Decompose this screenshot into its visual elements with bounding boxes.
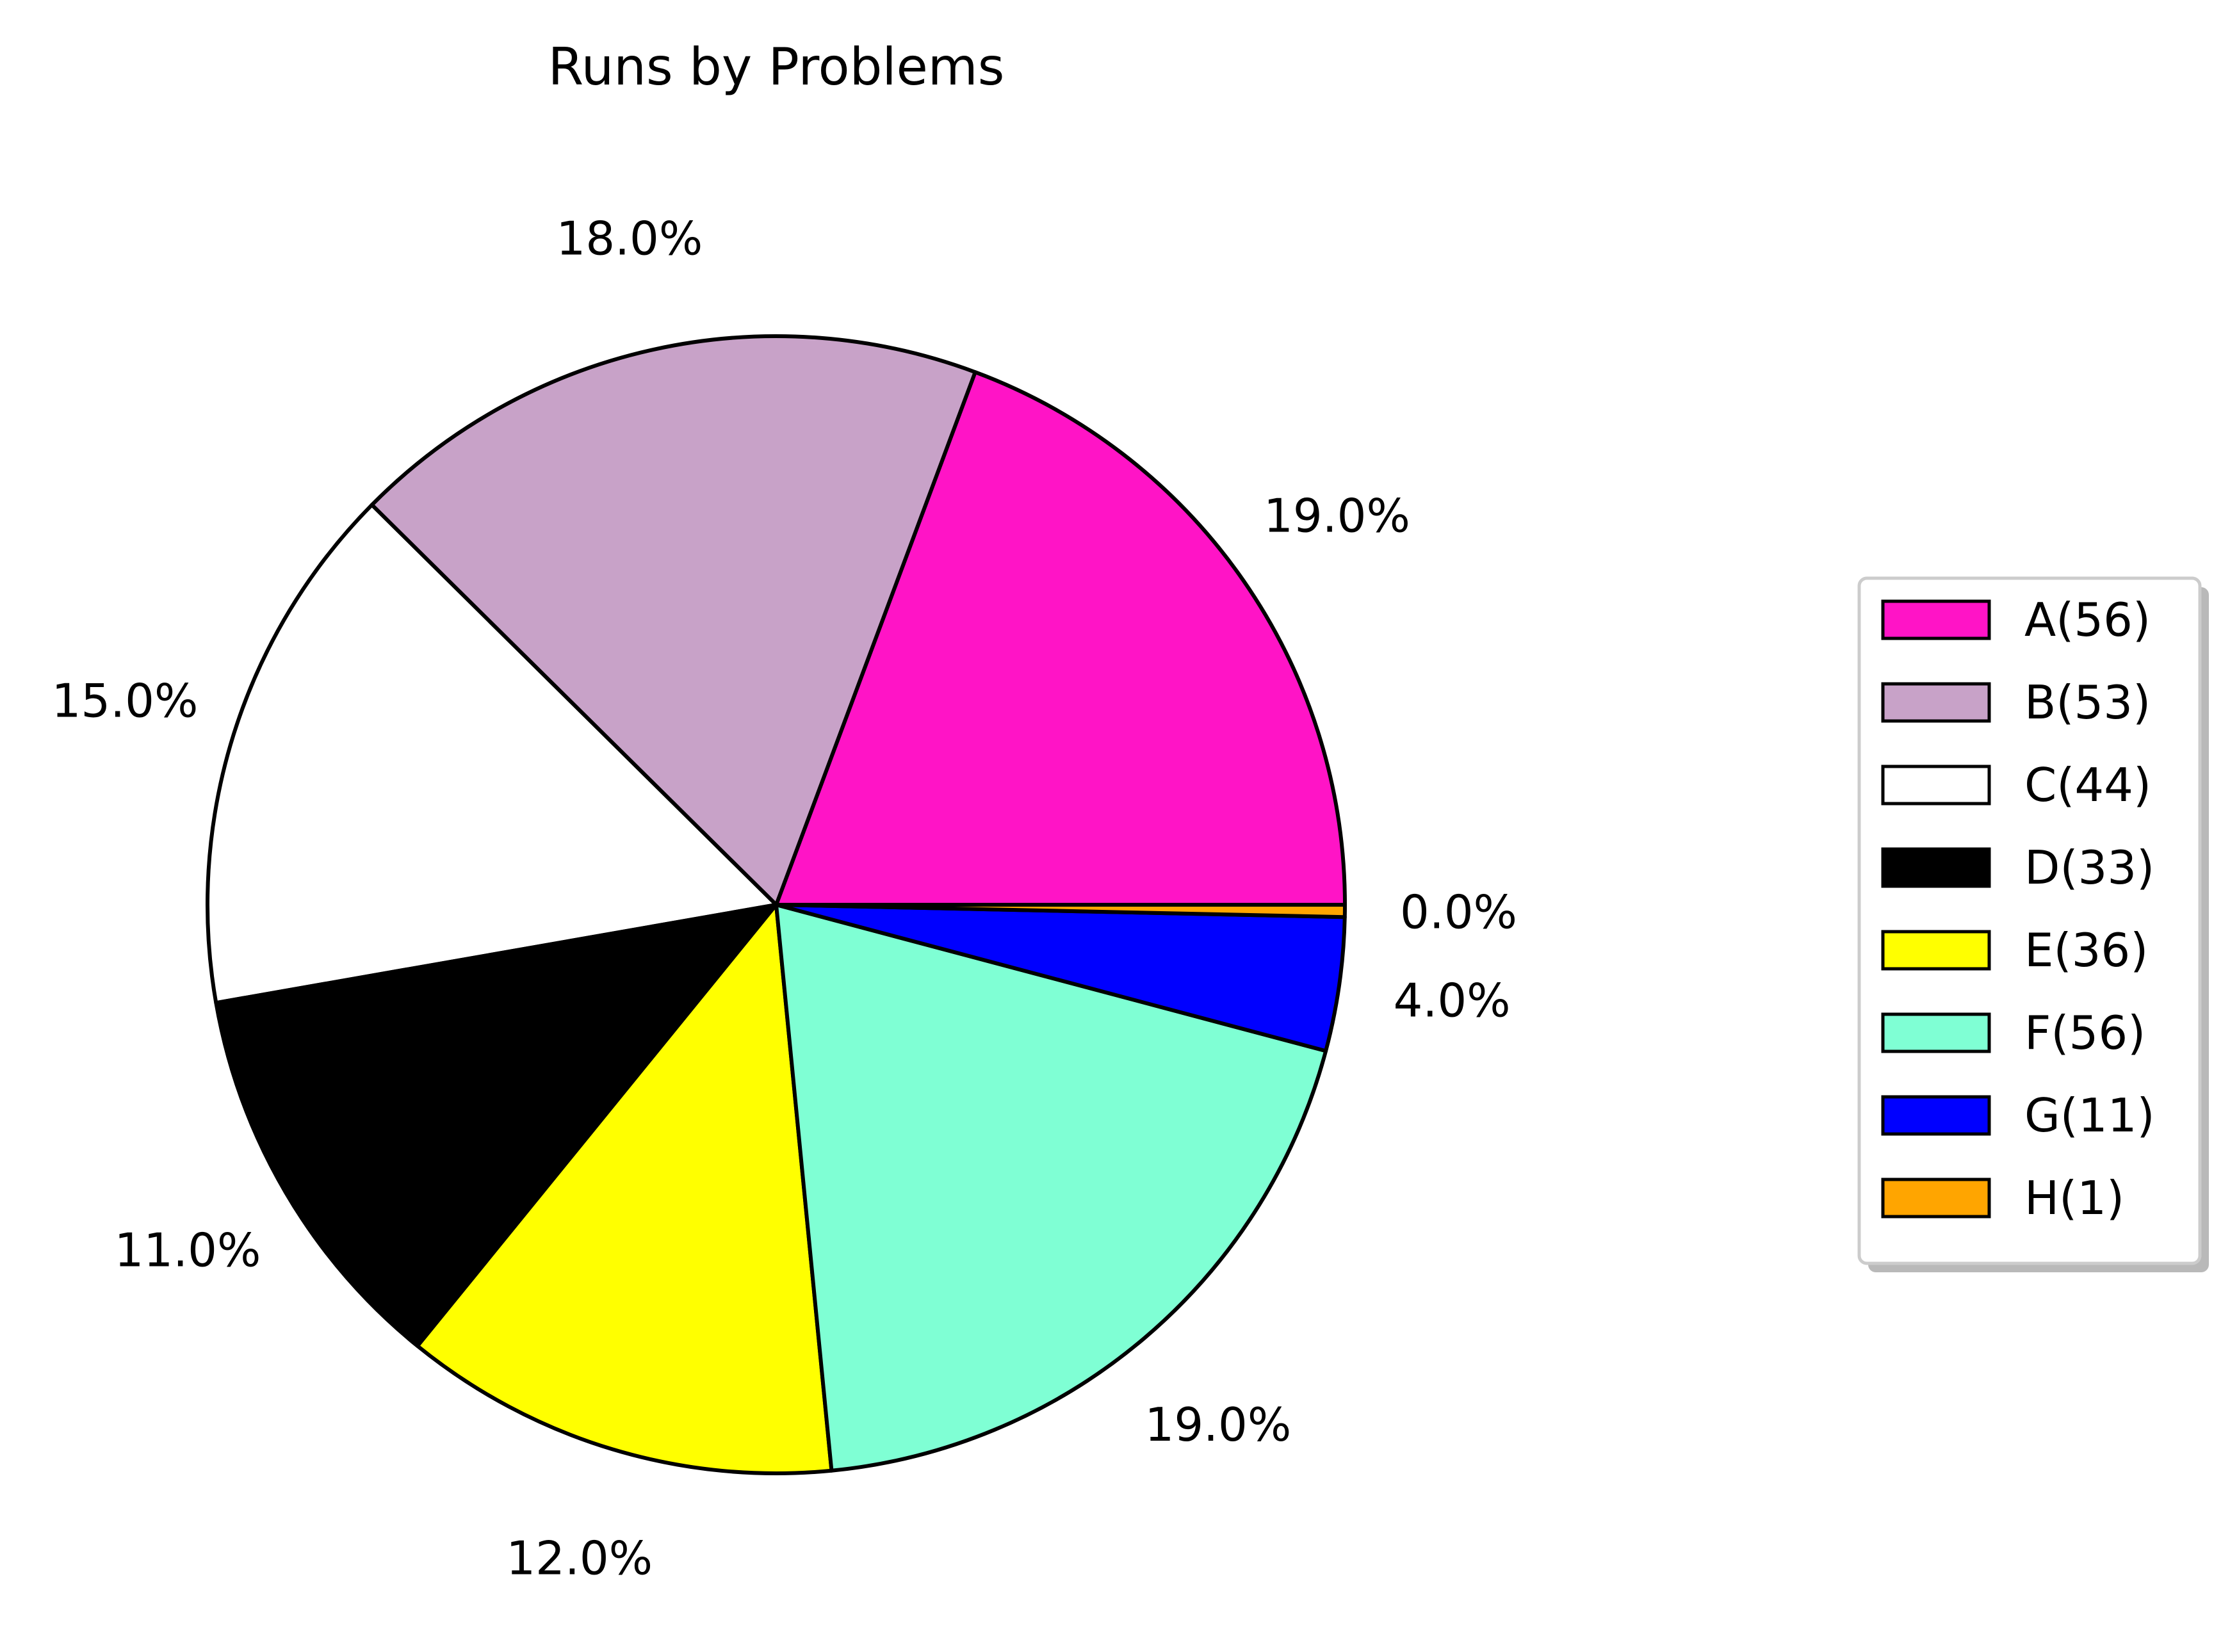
legend-swatch-e-36 [1881,930,1991,971]
legend-label-e-36: E(36) [2024,923,2148,977]
pct-label-c-44: 15.0% [52,674,199,728]
legend-swatch-a-56 [1881,599,1991,640]
legend-label-g-11: G(11) [2024,1089,2155,1142]
pie-slice-g-11 [774,903,1347,1053]
legend-label-d-33: D(33) [2024,841,2154,895]
pie-slice-e-36 [415,903,834,1475]
pct-label-e-36: 12.0% [506,1531,653,1585]
pct-label-d-33: 11.0% [115,1224,261,1277]
legend-swatch-f-56 [1881,1012,1991,1053]
legend-swatch-g-11 [1881,1095,1991,1136]
legend-frame [1857,576,2202,1265]
pie-slice-f-56 [774,903,1328,1473]
legend-label-f-56: F(56) [2024,1006,2145,1060]
legend-swatch-b-53 [1881,682,1991,723]
legend: A(56) B(53) C(44) D(33) E(36) F(56) G(11) H(1) [1857,576,2209,1272]
legend-label-h-1: H(1) [2024,1171,2124,1225]
legend-swatch-h-1 [1881,1178,1991,1219]
pct-label-a-56: 19.0% [1264,489,1410,543]
pie-slice-h-1 [774,903,1347,919]
legend-label-c-44: C(44) [2024,758,2151,812]
legend-swatch-d-33 [1881,847,1991,888]
pie-slice-c-44 [206,503,778,1005]
chart-title: Runs by Problems [548,37,1005,97]
pie-slice-d-33 [214,903,778,1348]
legend-swatch-c-44 [1881,765,1991,806]
pct-label-h-1: 0.0% [1400,886,1517,939]
pct-label-b-53: 18.0% [557,211,703,265]
legend-label-a-56: A(56) [2024,593,2151,647]
pie-slices [206,334,1347,1475]
pie-percent-labels: 19.0% 18.0% 15.0% 11.0% 12.0% 19.0% 4.0% 0.0% [52,211,1517,1585]
legend-label-b-53: B(53) [2024,676,2151,729]
pie-slice-b-53 [370,334,977,907]
pie-slice-a-56 [774,370,1347,907]
pct-label-g-11: 4.0% [1394,974,1511,1028]
pct-label-f-56: 19.0% [1145,1398,1292,1452]
